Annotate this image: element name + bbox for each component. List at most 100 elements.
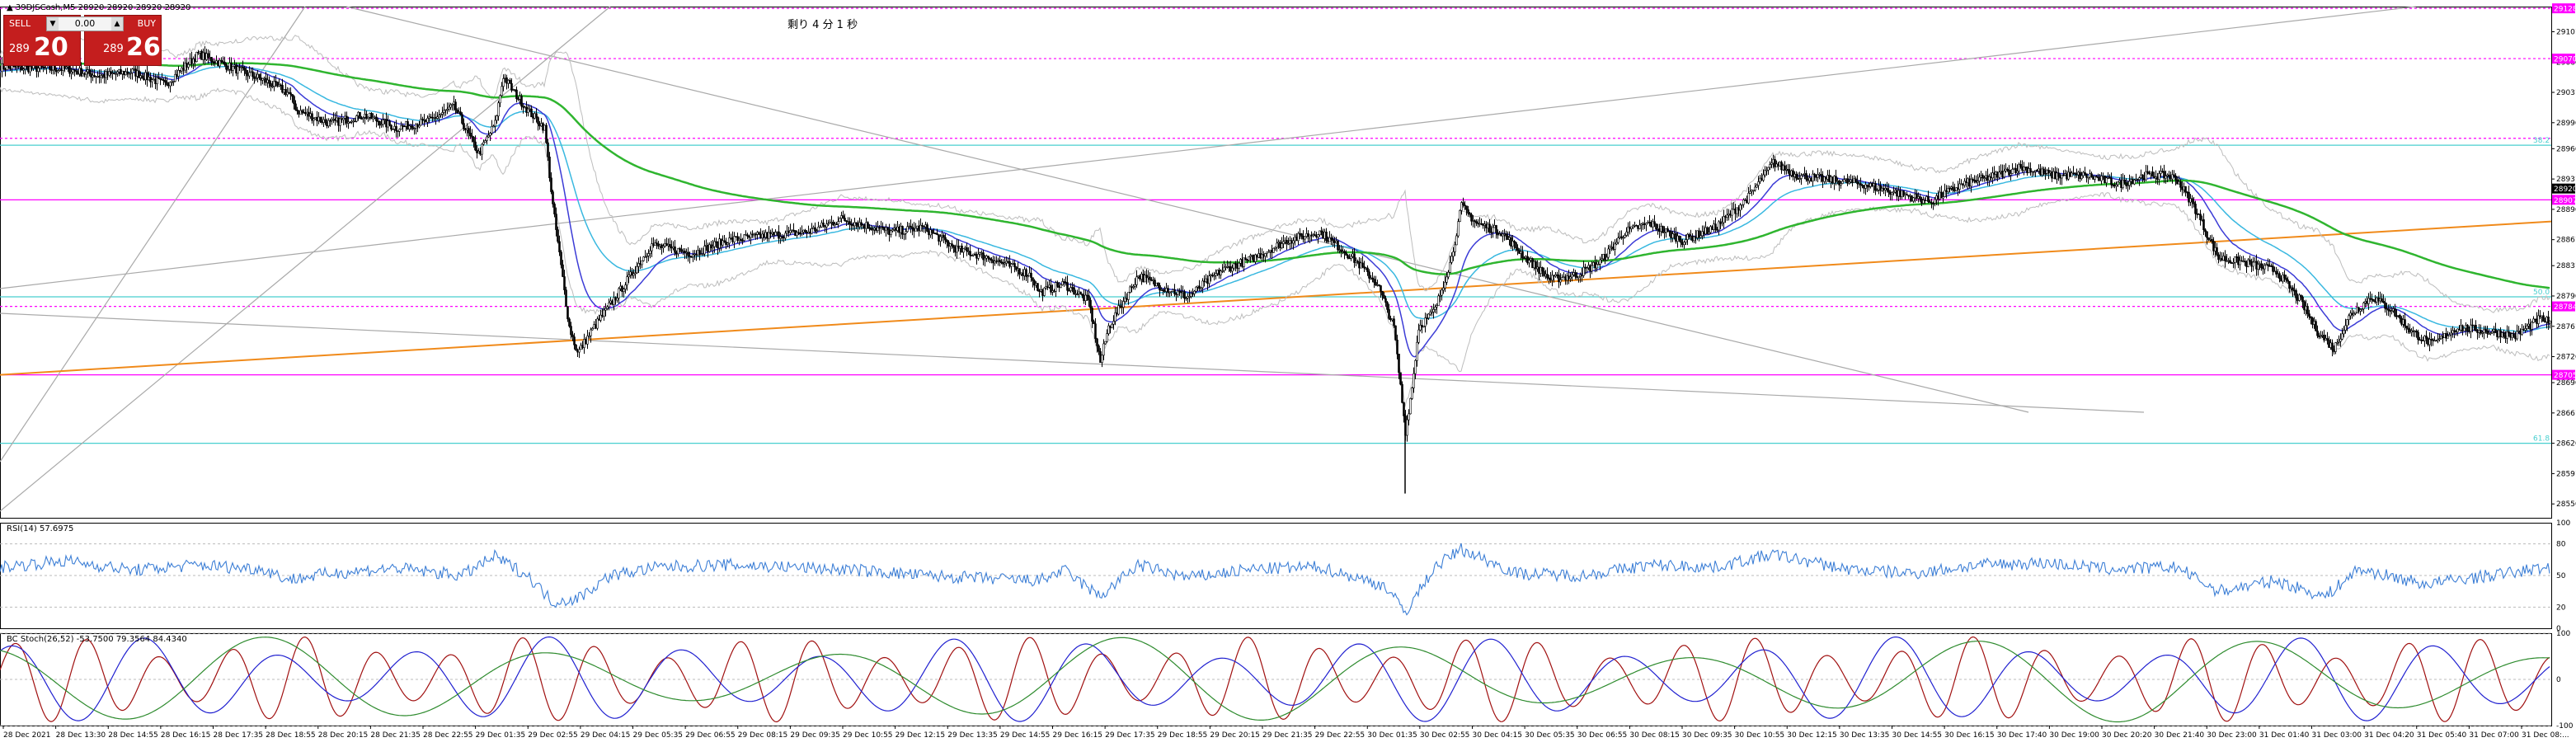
candle-body [1587, 265, 1590, 269]
lot-size-input[interactable]: ▼ 0.00 ▲ [46, 16, 124, 31]
candle-body [1462, 202, 1464, 205]
time-tick-label: 30 Dec 14:55 [1892, 731, 1943, 740]
candle-body [1215, 273, 1217, 276]
time-tick-label: 28 Dec 13:30 [56, 731, 106, 740]
stoch-tick-label: -100 [2556, 722, 2574, 731]
candle-body [2272, 265, 2274, 272]
candle-body [1779, 162, 1781, 167]
candle-body [2249, 259, 2251, 262]
candle-body [496, 115, 498, 121]
candle-body [2305, 306, 2307, 311]
candle-body [1594, 261, 1596, 269]
candle-body [1475, 221, 1478, 223]
candle-body [2252, 261, 2254, 267]
candle-body [2326, 338, 2329, 341]
candle-body [1172, 289, 1174, 292]
candle-body [578, 349, 581, 353]
time-tick-label: 28 Dec 18:55 [266, 731, 316, 740]
candle-body [2217, 254, 2220, 261]
candle-body [863, 224, 866, 229]
time-tick-label: 29 Dec 02:55 [528, 731, 578, 740]
candle-body [1053, 290, 1055, 292]
candle-body [1924, 200, 1926, 201]
candle-body [931, 229, 933, 233]
candle-body [1899, 190, 1901, 198]
candle-body [1269, 250, 1272, 252]
candle-body [1327, 240, 1329, 242]
candle-body [392, 129, 394, 130]
candle-body [2532, 318, 2535, 323]
candle-body [1609, 247, 1611, 250]
candle-body [1086, 294, 1088, 297]
candle-body [2085, 173, 2088, 178]
candle-body [110, 71, 112, 74]
candle-body [1508, 237, 1511, 240]
time-tick-label: 31 Dec 01:40 [2259, 731, 2310, 740]
candle-body [1206, 278, 1209, 284]
candle-body [2008, 169, 2010, 176]
candle-body [2471, 324, 2474, 327]
candle-body [877, 227, 879, 231]
candle-body [1259, 253, 1262, 259]
candle-body [2420, 339, 2423, 341]
candle-body [148, 77, 150, 81]
candle-body [59, 68, 61, 71]
candle-body [83, 73, 86, 75]
candle-body [987, 256, 990, 259]
candle-body [96, 76, 99, 78]
time-tick-label: 29 Dec 16:15 [1053, 731, 1103, 740]
candle-body [2475, 325, 2477, 331]
candle-body [2075, 173, 2078, 176]
candle-body [1630, 226, 1633, 229]
candle-body [426, 118, 429, 123]
candle-body [1665, 228, 1667, 233]
candle-body [1002, 261, 1004, 265]
candle-body [2501, 332, 2503, 337]
candle-body [2254, 261, 2256, 263]
candle-body [1320, 230, 1323, 233]
candle-body [2273, 270, 2276, 273]
candle-body [1225, 266, 1227, 268]
candle-countdown: 剩り 4 分 1 秒 [787, 19, 858, 31]
candle-body [1470, 214, 1473, 222]
candle-body [105, 71, 107, 78]
lot-increase-icon[interactable]: ▲ [111, 17, 123, 31]
candle-body [1911, 195, 1913, 202]
candle-body [486, 136, 488, 141]
candle-body [2019, 163, 2022, 167]
candle-body [1371, 277, 1374, 280]
candle-body [1272, 247, 1275, 253]
time-tick-label: 28 Dec 22:55 [423, 731, 473, 740]
candle-body [202, 52, 204, 60]
sell-button[interactable]: SELL 289 20 [3, 15, 81, 66]
candle-body [411, 125, 414, 129]
candle-body [1828, 175, 1831, 182]
candle-body [906, 226, 909, 233]
candle-body [1653, 221, 1656, 224]
candle-body [205, 53, 208, 60]
candle-body [1627, 226, 1629, 233]
stoch-main-line [0, 636, 2550, 723]
lot-decrease-icon[interactable]: ▼ [47, 17, 59, 31]
candle-body [1996, 171, 1999, 178]
candle-body [70, 72, 73, 74]
candle-body [901, 226, 904, 235]
level-tag-label: 29128 [2554, 6, 2576, 14]
candle-body [568, 318, 571, 327]
candle-body [2158, 173, 2160, 180]
time-tick-label: 30 Dec 16:15 [1944, 731, 1995, 740]
candle-body [586, 336, 589, 345]
candle-body [2224, 256, 2226, 261]
candle-body [1447, 271, 1450, 278]
candle-body [169, 82, 172, 87]
candle-body [2451, 330, 2454, 334]
candle-body [1281, 243, 1283, 248]
candle-body [603, 309, 605, 317]
candle-body [2508, 331, 2510, 334]
candle-body [2138, 177, 2141, 181]
time-tick-label: 30 Dec 01:35 [1367, 731, 1417, 740]
candle-body [2404, 319, 2406, 327]
candle-body [1831, 176, 1834, 184]
